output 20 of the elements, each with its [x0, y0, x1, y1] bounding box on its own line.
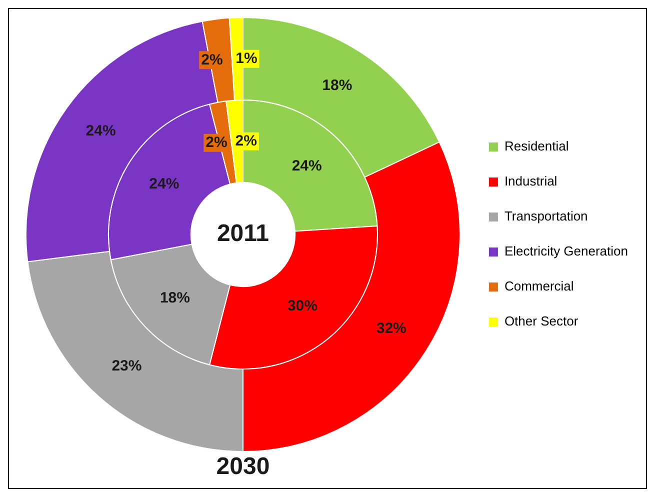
- data-label: 32%: [376, 320, 406, 337]
- legend-label: Commercial: [504, 278, 574, 294]
- legend-label: Transportation: [504, 208, 588, 224]
- data-label: 2%: [235, 132, 257, 150]
- data-label: 24%: [292, 158, 322, 175]
- data-label: 2%: [206, 134, 228, 151]
- legend-label: Residential: [504, 138, 569, 154]
- data-label: 30%: [287, 298, 318, 315]
- data-label: 23%: [112, 357, 142, 374]
- data-label: 18%: [322, 77, 352, 94]
- data-label: 24%: [149, 176, 180, 193]
- data-label: 18%: [160, 290, 190, 307]
- data-label: 2%: [201, 51, 223, 68]
- slice-label: 2011: [216, 220, 270, 248]
- data-label: 1%: [236, 50, 258, 67]
- data-label: 24%: [86, 122, 116, 140]
- legend-label: Industrial: [504, 174, 558, 189]
- slice-label: 2030: [216, 453, 270, 480]
- legend-label: Other Sector: [504, 314, 579, 329]
- legend-label: Electricity Generation: [504, 244, 628, 259]
